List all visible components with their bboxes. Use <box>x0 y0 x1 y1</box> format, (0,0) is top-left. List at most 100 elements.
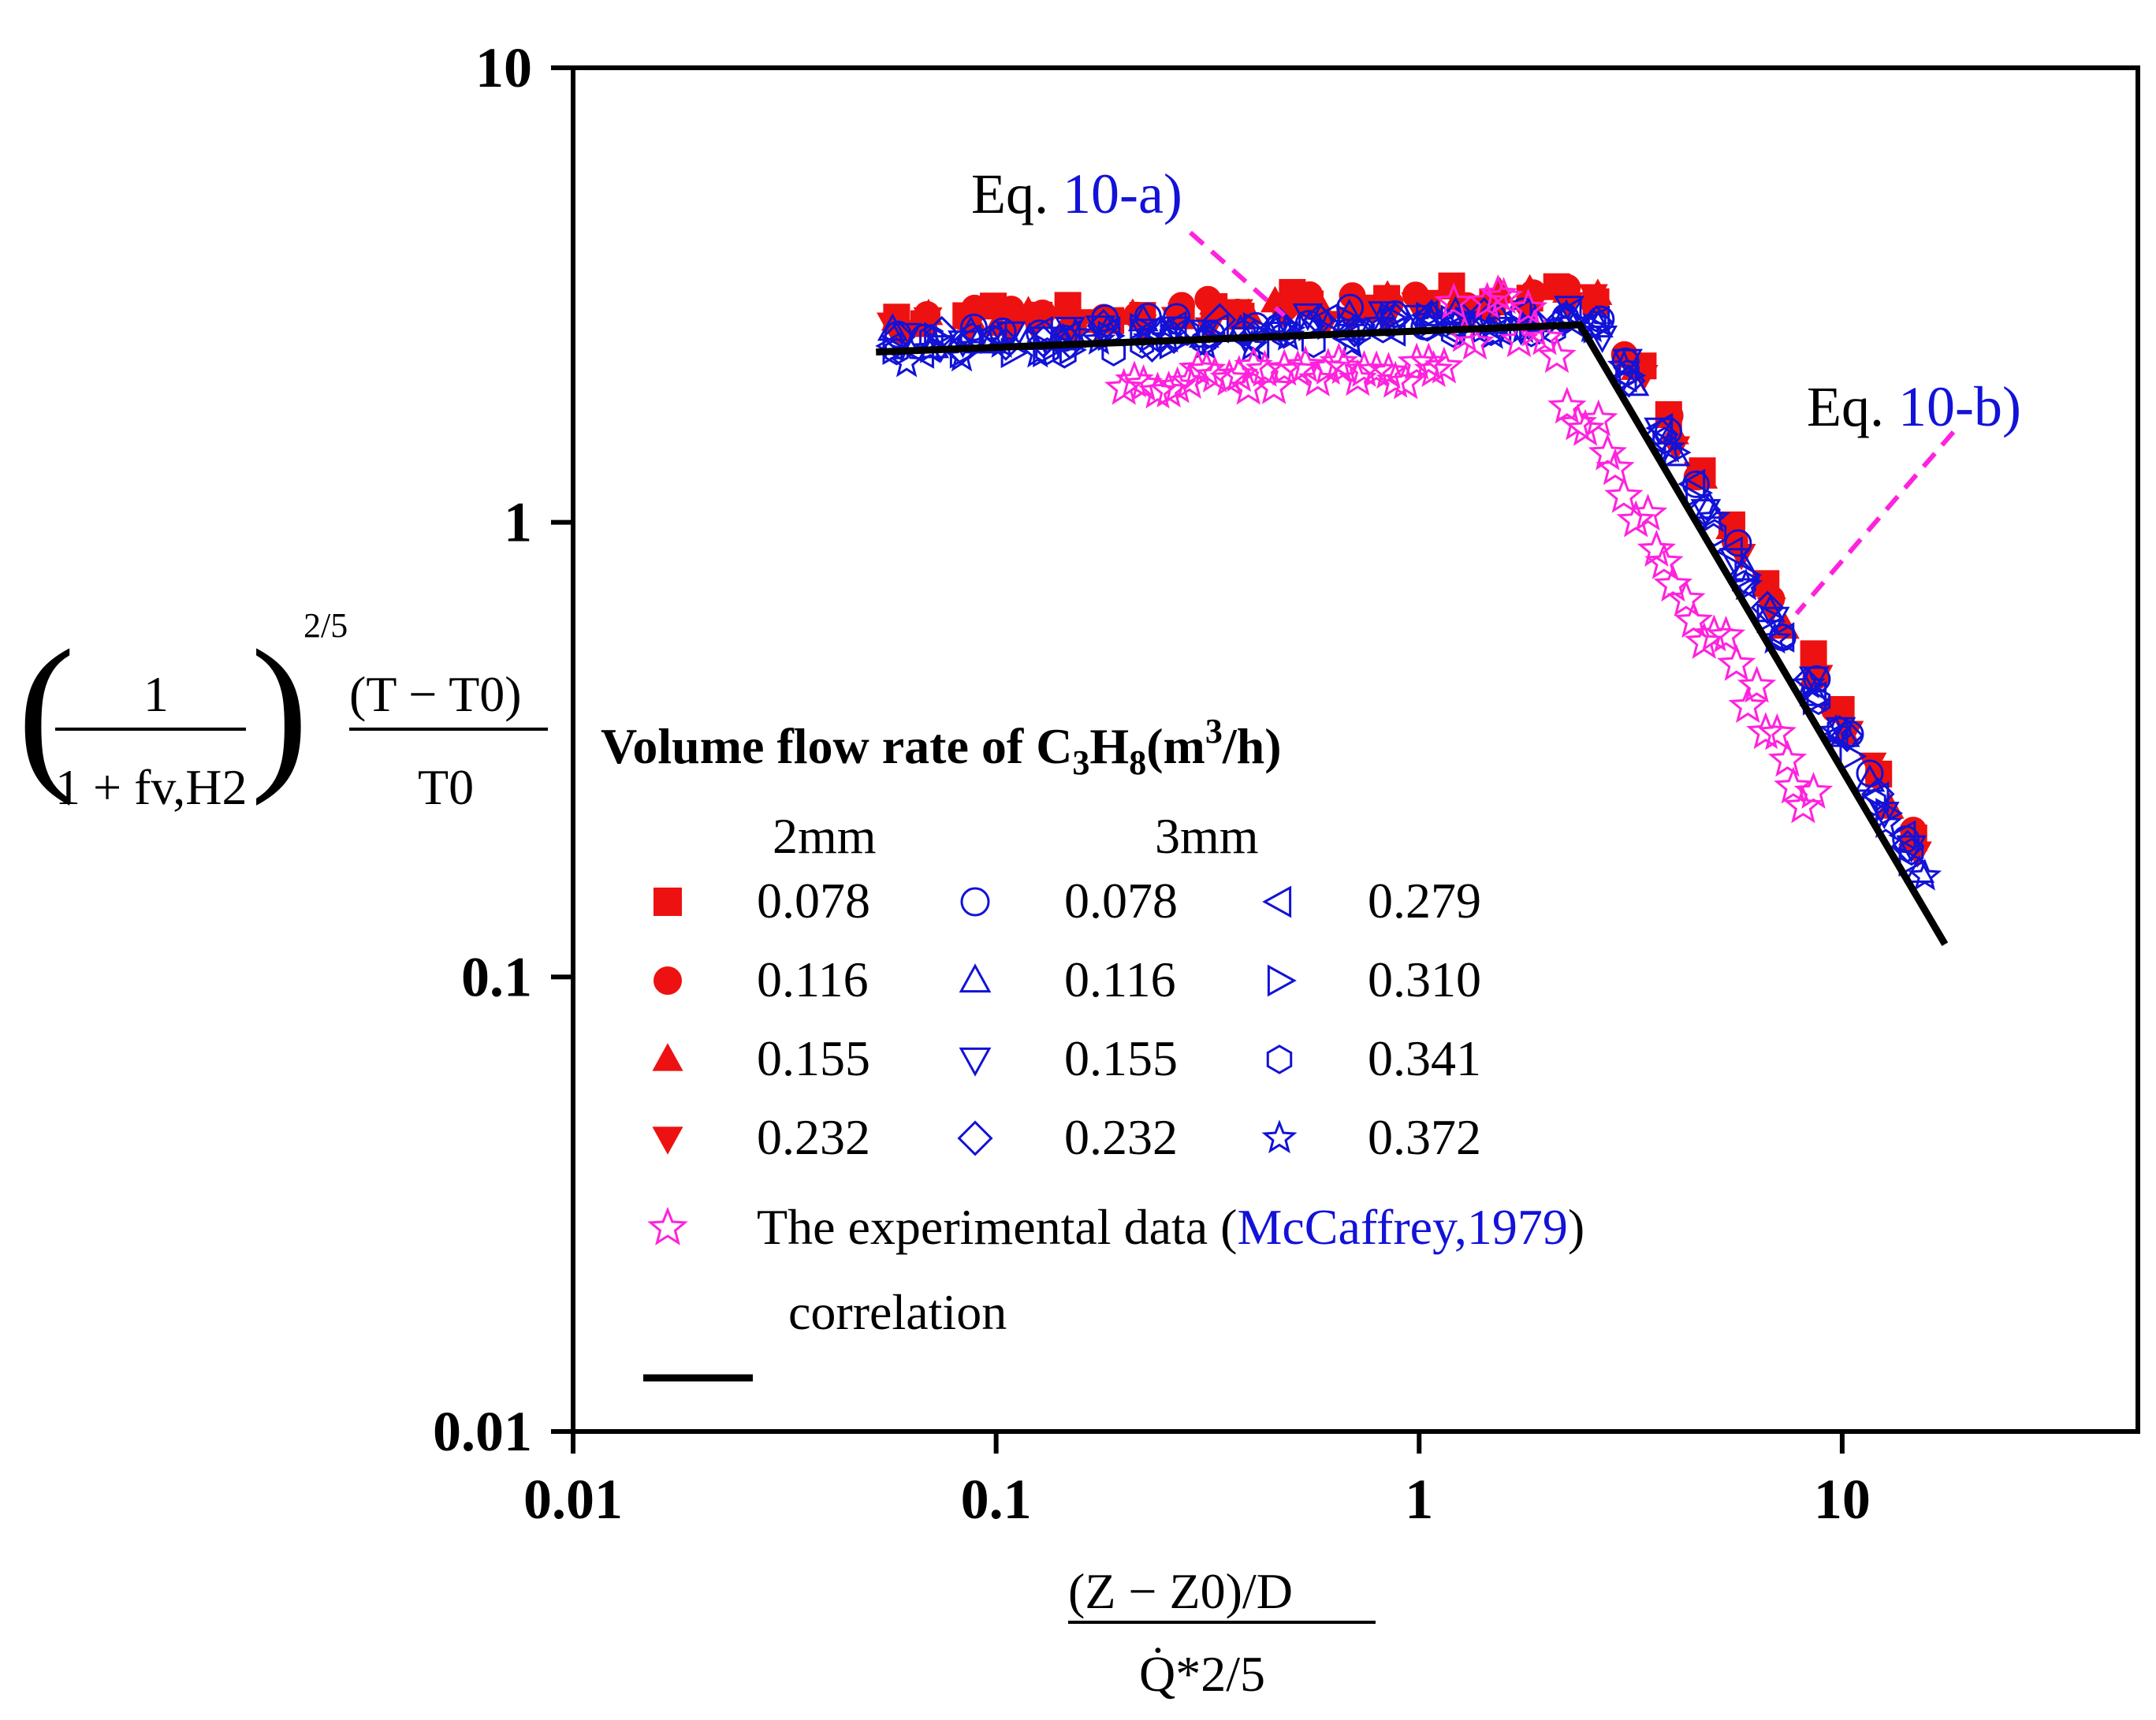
data-point <box>1908 858 1942 891</box>
data-point <box>1854 764 1886 792</box>
data-point <box>1757 713 1797 750</box>
data-point <box>1820 720 1849 751</box>
data-point <box>877 313 908 341</box>
data-point <box>1681 470 1710 498</box>
data-point <box>1415 314 1439 342</box>
data-point <box>1093 315 1121 347</box>
legend-group-2mm: 2mm <box>773 808 877 864</box>
data-point <box>1759 606 1790 635</box>
data-point <box>1272 320 1297 349</box>
data-point <box>1484 277 1524 315</box>
y-axis: 10 1 0.1 0.01 <box>433 36 573 1463</box>
data-point <box>1525 318 1565 356</box>
data-point <box>1367 301 1398 329</box>
data-point <box>1264 348 1304 386</box>
data-point <box>1319 342 1358 380</box>
data-point <box>1596 448 1635 486</box>
data-point <box>1628 493 1668 531</box>
x-axis: 0.01 0.1 1 10 <box>523 1431 1871 1531</box>
annotation-10b: Eq. 10-b) <box>1807 375 2021 438</box>
legend-item: 0.232 <box>957 1109 1178 1165</box>
data-point <box>1578 284 1608 311</box>
legend-item-label: 0.155 <box>757 1030 870 1086</box>
legend-item: 0.372 <box>1261 1109 1481 1165</box>
bracket-close: ) <box>251 614 308 806</box>
legend-item: 0.232 <box>652 1109 870 1165</box>
legend-item-label: 0.078 <box>757 873 870 929</box>
legend-item-label: 0.155 <box>1064 1030 1178 1086</box>
legend-marker <box>1266 1044 1293 1074</box>
data-point <box>1799 681 1827 712</box>
data-point <box>1555 304 1589 337</box>
x-tick-label: 0.1 <box>961 1468 1032 1531</box>
annotation-10a: Eq. 10-a) <box>971 162 1182 225</box>
data-point <box>1234 346 1273 383</box>
data-point <box>1455 322 1495 360</box>
x-tick-label: 10 <box>1814 1468 1871 1531</box>
xlabel-numerator: (Z − Z0)/D <box>1068 1563 1293 1619</box>
data-point <box>1537 336 1577 374</box>
data-point <box>1199 288 1229 315</box>
data-point <box>1839 741 1867 772</box>
legend-marker <box>652 1043 683 1071</box>
legend-title: Volume flow rate of C3H8(m3/h) <box>601 712 1282 782</box>
data-point <box>1337 304 1365 336</box>
data-point <box>889 344 924 378</box>
ylabel-denominator: T0 <box>418 759 474 815</box>
legend-marker <box>960 887 990 917</box>
data-point <box>979 319 1007 351</box>
data-point <box>1424 346 1464 384</box>
legend-item: 0.341 <box>1266 1030 1481 1086</box>
data-point <box>1737 665 1777 703</box>
data-point <box>1604 475 1644 513</box>
legend-item: 0.279 <box>1262 873 1481 929</box>
data-point <box>1271 318 1305 351</box>
legend-item: 0.116 <box>654 951 869 1007</box>
data-point <box>1706 615 1746 653</box>
data-point <box>913 331 948 363</box>
data-point <box>1058 316 1093 349</box>
ylabel-bracket-numerator: 1 <box>143 666 169 722</box>
data-point <box>1138 371 1178 409</box>
y-tick-label: 1 <box>504 491 532 554</box>
bracket-open: ( <box>17 614 75 806</box>
data-point <box>1685 477 1714 508</box>
data-point <box>1607 348 1641 382</box>
legend-item: 0.310 <box>1267 951 1481 1007</box>
legend-item-label: 0.078 <box>1064 873 1178 929</box>
data-point <box>1434 282 1473 320</box>
data-point <box>1793 772 1834 809</box>
data-point <box>1588 433 1628 471</box>
data-point <box>1566 408 1605 446</box>
data-point <box>1025 315 1053 347</box>
legend-marker <box>1261 1119 1298 1154</box>
legend-marker <box>1267 964 1297 997</box>
y-axis-label: ( 1 1 + fv,H2 ) 2/5 (T − T0) T0 <box>17 606 548 815</box>
legend-item: 0.155 <box>959 1030 1178 1086</box>
data-point <box>1694 614 1734 652</box>
legend-item-label: 0.279 <box>1368 873 1481 929</box>
data-point <box>1554 296 1582 328</box>
data-point <box>1653 564 1693 602</box>
data-point <box>1696 500 1731 533</box>
data-point <box>1338 314 1372 348</box>
data-point <box>1674 601 1714 638</box>
data-point <box>1478 274 1517 311</box>
data-point <box>1899 837 1924 866</box>
data-point <box>1508 288 1548 326</box>
data-point <box>1616 500 1655 538</box>
data-point <box>1644 542 1684 579</box>
data-point <box>1344 349 1384 387</box>
data-point <box>1397 342 1436 380</box>
legend-marker <box>654 966 682 995</box>
x-axis-label: (Z − Z0)/D Q̇*2/5 <box>1068 1563 1376 1702</box>
data-point <box>1357 350 1396 388</box>
data-point <box>1756 602 1785 634</box>
legend-correlation-label: correlation <box>788 1284 1007 1340</box>
data-point <box>1582 305 1610 337</box>
y-tick-label: 0.1 <box>461 945 532 1008</box>
data-point <box>1904 854 1935 883</box>
legend-item: 0.155 <box>652 1030 870 1086</box>
data-point <box>1702 519 1727 547</box>
